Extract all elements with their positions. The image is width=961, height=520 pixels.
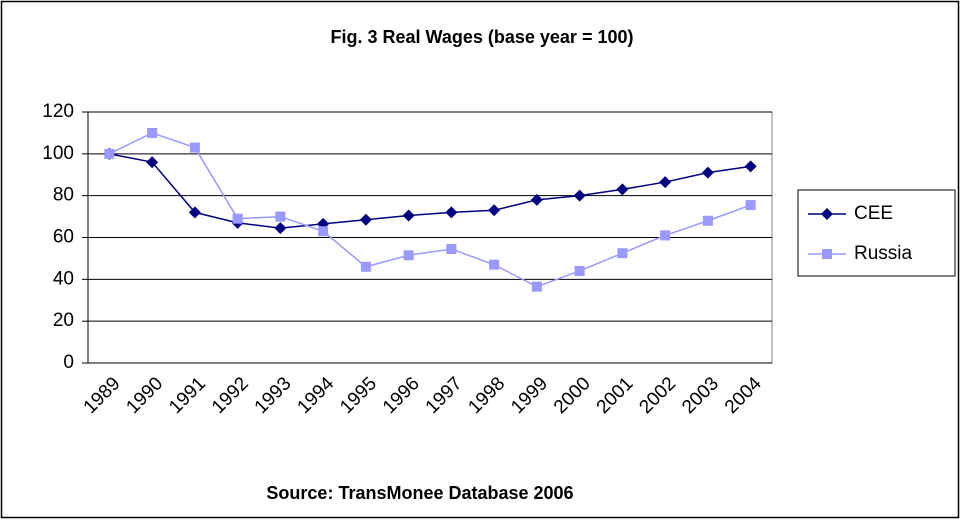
data-point bbox=[617, 248, 628, 259]
y-tick-label: 80 bbox=[53, 185, 74, 206]
series-line bbox=[109, 132, 751, 288]
data-point bbox=[189, 142, 200, 153]
y-tick-label: 40 bbox=[53, 268, 74, 289]
data-point bbox=[702, 215, 713, 226]
data-point bbox=[660, 230, 671, 241]
y-tick-label: 60 bbox=[53, 227, 74, 248]
data-point bbox=[232, 213, 243, 224]
data-point bbox=[489, 259, 500, 270]
data-point bbox=[188, 206, 201, 219]
data-point bbox=[446, 244, 457, 255]
chart-title: Fig. 3 Real Wages (base year = 100) bbox=[331, 27, 634, 47]
data-point bbox=[531, 281, 542, 292]
data-point bbox=[488, 204, 501, 217]
data-point bbox=[402, 209, 415, 222]
y-tick-label: 100 bbox=[42, 143, 74, 164]
series-line bbox=[109, 153, 751, 229]
data-point bbox=[318, 226, 329, 237]
data-point bbox=[359, 213, 372, 226]
data-point bbox=[701, 166, 714, 179]
legend-label: CEE bbox=[854, 203, 893, 224]
legend bbox=[797, 189, 956, 277]
data-point bbox=[147, 127, 158, 138]
data-point bbox=[403, 250, 414, 261]
data-point bbox=[574, 265, 585, 276]
data-point bbox=[573, 189, 586, 202]
data-point bbox=[445, 206, 458, 219]
data-point bbox=[530, 193, 543, 206]
legend-label: Russia bbox=[854, 243, 913, 264]
legend-marker bbox=[821, 208, 833, 220]
data-point bbox=[360, 261, 371, 272]
data-point bbox=[275, 211, 286, 222]
data-point bbox=[744, 160, 757, 173]
data-point bbox=[616, 183, 629, 196]
y-tick-label: 0 bbox=[63, 352, 74, 373]
data-point bbox=[745, 200, 756, 211]
legend-marker bbox=[822, 249, 832, 259]
y-tick-label: 120 bbox=[42, 101, 74, 122]
data-point bbox=[659, 176, 672, 189]
data-point bbox=[104, 148, 115, 159]
data-point bbox=[146, 156, 159, 169]
data-point bbox=[274, 222, 287, 235]
chart-source: Source: TransMonee Database 2006 bbox=[266, 483, 573, 503]
y-tick-label: 20 bbox=[53, 310, 74, 331]
